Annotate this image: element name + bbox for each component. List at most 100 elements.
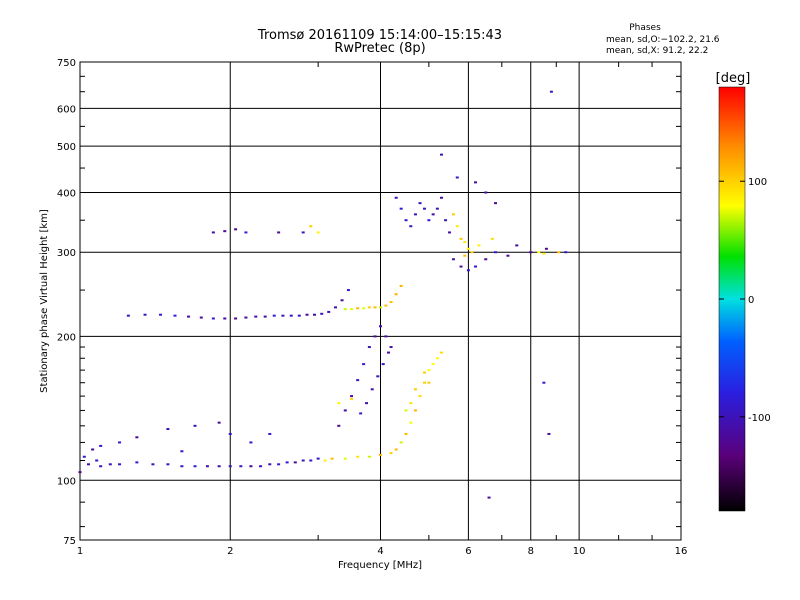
data-point-o <box>549 90 553 93</box>
data-point-o <box>259 465 263 468</box>
x-tick-label: 1 <box>77 546 83 557</box>
data-point-x <box>435 357 439 360</box>
data-point-x <box>463 254 467 257</box>
data-point-o <box>143 313 147 316</box>
data-point-x <box>413 388 417 391</box>
data-point-x <box>427 369 431 372</box>
data-point-o <box>285 461 289 464</box>
data-point-o <box>297 314 301 317</box>
data-point-x <box>409 421 413 424</box>
data-point-o <box>217 465 221 468</box>
x-axis-ticks: 1 2 4 6 8 10 16 <box>77 62 687 557</box>
data-point-o <box>333 306 337 309</box>
data-point-o <box>126 314 130 317</box>
data-point-o <box>494 251 498 254</box>
data-point-o <box>451 258 455 261</box>
data-point-o <box>118 463 122 466</box>
data-point-x <box>422 371 426 374</box>
data-point-o <box>459 265 463 268</box>
data-point-x <box>537 251 541 254</box>
data-point-o <box>431 213 435 216</box>
data-point-o <box>484 258 488 261</box>
data-point-o <box>268 432 272 435</box>
data-point-x <box>404 409 408 412</box>
data-point-x <box>323 459 327 462</box>
data-point-o <box>187 315 191 318</box>
data-point-o <box>180 450 184 453</box>
data-point-o <box>199 316 203 319</box>
data-point-x <box>557 251 561 254</box>
data-point-o <box>327 310 331 313</box>
data-point-x <box>431 363 435 366</box>
data-point-o <box>223 317 227 320</box>
data-point-x <box>367 306 371 309</box>
data-point-o <box>422 207 426 210</box>
y-axis-ticks: 75 100 200 300 400 500 600 750 <box>57 58 681 547</box>
chart-title: Tromsø 20161109 15:14:00–15:15:43 <box>257 28 502 43</box>
legend-line-o: mean, sd,O:−102.2, 21.6 <box>606 35 720 45</box>
data-point-x <box>470 251 474 254</box>
y-tick-label: 600 <box>57 104 76 115</box>
data-point-o <box>118 441 122 444</box>
data-point-x <box>440 351 444 354</box>
data-point-x <box>427 381 431 384</box>
colorbar-ticks: 100 0 -100 <box>719 177 771 424</box>
data-point-o <box>455 176 459 179</box>
x-axis-label: Frequency [MHz] <box>338 560 422 571</box>
data-point-o <box>529 251 533 254</box>
data-point-x <box>389 452 393 455</box>
data-point-o <box>254 315 258 318</box>
data-point-o <box>99 465 103 468</box>
data-point-o <box>193 424 197 427</box>
x-tick-label: 6 <box>465 546 471 557</box>
data-point-o <box>359 412 363 415</box>
data-point-o <box>82 455 86 458</box>
data-point-x <box>394 293 398 296</box>
x-tick-label: 10 <box>573 546 586 557</box>
legend-title: Phases <box>629 23 661 33</box>
data-point-o <box>473 181 477 184</box>
data-point-o <box>305 313 309 316</box>
data-point-o <box>293 461 297 464</box>
x-tick-label: 8 <box>528 546 534 557</box>
data-point-o <box>362 363 366 366</box>
chart-subtitle: RwPretec (8p) <box>334 41 425 56</box>
data-point-o <box>444 219 448 222</box>
y-tick-label: 400 <box>57 188 76 199</box>
data-point-o <box>384 335 388 338</box>
data-point-x <box>356 455 360 458</box>
data-point-x <box>463 241 467 244</box>
data-point-o <box>166 428 170 431</box>
data-point-o <box>386 351 390 354</box>
data-point-o <box>340 299 344 302</box>
data-point-o <box>228 432 232 435</box>
data-point-o <box>418 202 422 205</box>
data-point-o <box>312 313 316 316</box>
data-point-o <box>268 463 272 466</box>
y-tick-label: 750 <box>57 58 76 69</box>
data-point-o <box>249 441 253 444</box>
data-point-o <box>78 471 82 474</box>
data-point-o <box>211 231 215 234</box>
data-point-o <box>263 315 267 318</box>
data-point-o <box>564 251 568 254</box>
data-point-x <box>459 237 463 240</box>
data-point-o <box>365 402 369 405</box>
data-point-x <box>330 457 334 460</box>
data-point-x <box>379 306 382 309</box>
data-point-o <box>223 230 227 233</box>
y-axis-label: Stationary phase Virtual Height [km] <box>39 209 50 393</box>
data-point-x <box>350 397 354 400</box>
data-point-x <box>413 409 417 412</box>
data-point-o <box>309 459 313 462</box>
data-point-o <box>301 459 305 462</box>
data-point-o <box>228 465 232 468</box>
data-point-o <box>244 316 248 319</box>
data-point-x <box>337 402 341 405</box>
data-point-o <box>367 346 371 349</box>
data-point-x <box>343 457 347 460</box>
data-point-o <box>249 465 253 468</box>
data-point-o <box>494 202 498 205</box>
data-point-x <box>373 306 377 309</box>
data-point-x <box>409 402 413 405</box>
